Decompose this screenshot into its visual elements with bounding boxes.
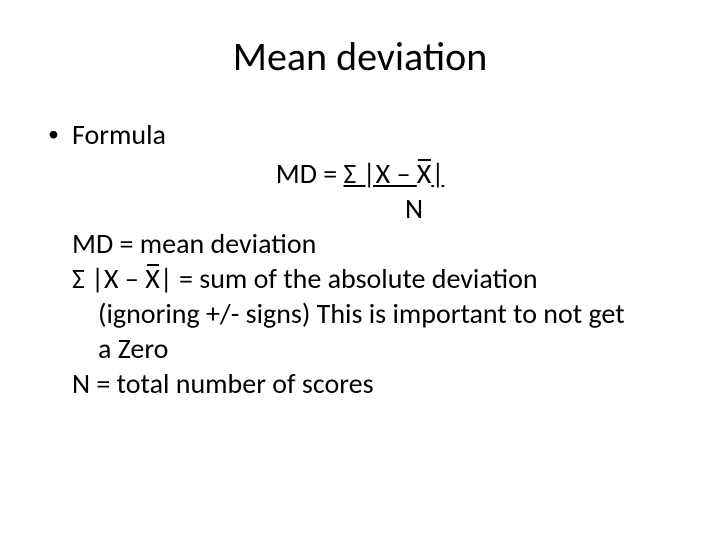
def-sum-lead: Σ |X – — [72, 261, 145, 296]
slide-title: Mean deviation — [48, 32, 672, 81]
bullet-label: Formula — [72, 117, 166, 152]
formula-minus: – — [390, 156, 417, 191]
abs-close: | — [431, 156, 444, 191]
def-sum-line2: (ignoring +/- signs) This is important t… — [98, 296, 672, 331]
bullet-dot-icon: • — [48, 117, 72, 151]
def-n: N = total number of scores — [72, 366, 672, 401]
abs-open: | — [363, 156, 376, 191]
formula-numerator-line: MD = Σ |X – X| — [168, 156, 552, 191]
def-md: MD = mean deviation — [72, 226, 672, 261]
formula-numerator: Σ |X – X| — [344, 156, 445, 191]
formula-x: X — [376, 156, 391, 191]
def-sum-line1: Σ |X – X| = sum of the absolute deviatio… — [72, 261, 672, 296]
xbar-symbol: X — [417, 156, 432, 191]
def-sum-tail: | = sum of the absolute deviation — [160, 261, 538, 296]
def-sum-line3: a Zero — [98, 331, 672, 366]
bullet-formula: • Formula — [48, 117, 672, 152]
slide-body: • Formula MD = Σ |X – X| N MD = mean dev… — [48, 117, 672, 401]
sigma-symbol: Σ — [344, 156, 363, 191]
formula-prefix: MD = — [276, 156, 344, 191]
formula-denominator-line: N — [168, 191, 552, 226]
slide: Mean deviation • Formula MD = Σ |X – X| … — [0, 0, 720, 540]
xbar-symbol: X — [145, 261, 160, 296]
formula-denominator: N — [405, 191, 423, 226]
